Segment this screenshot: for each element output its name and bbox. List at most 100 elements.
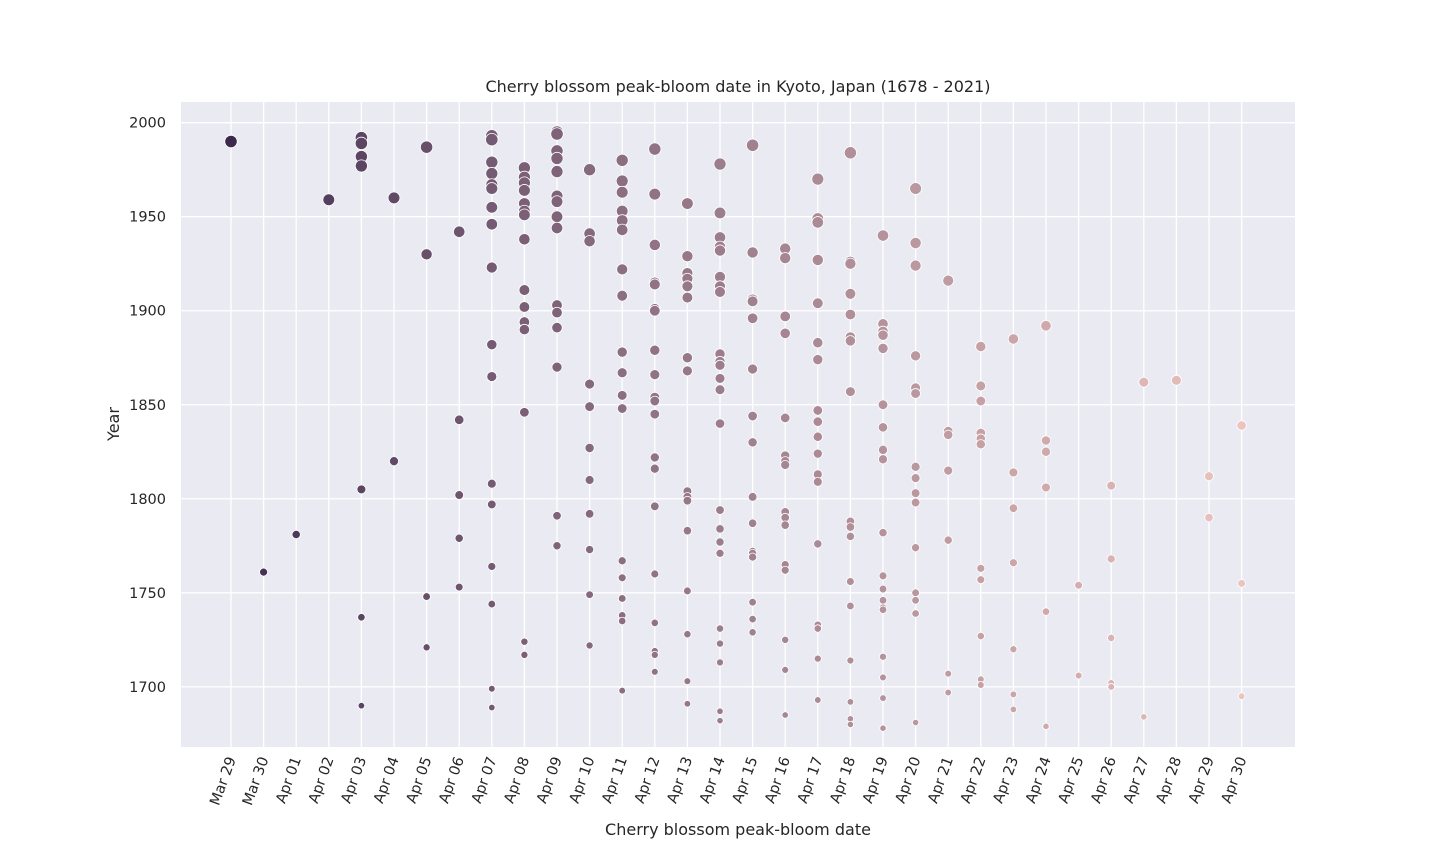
data-point (943, 535, 953, 545)
data-point (844, 308, 857, 321)
data-point (520, 650, 529, 659)
x-tick-label: Apr 05 (404, 755, 436, 806)
data-point (715, 505, 725, 515)
data-point (879, 724, 887, 732)
data-point (485, 218, 498, 231)
data-point (714, 359, 726, 371)
x-tick-label: Apr 27 (1121, 755, 1153, 806)
data-point (909, 259, 922, 272)
x-tick-label: Apr 12 (632, 755, 664, 806)
data-point (616, 223, 629, 237)
data-point (650, 650, 659, 659)
x-tick-label: Apr 09 (534, 755, 566, 806)
data-point (487, 599, 497, 609)
data-point (485, 155, 499, 169)
data-point (648, 142, 662, 156)
data-point (877, 422, 889, 433)
data-point (975, 439, 986, 450)
data-point (650, 501, 660, 512)
x-tick-label: Apr 17 (795, 755, 827, 806)
x-tick-label: Apr 14 (697, 755, 729, 806)
data-point (714, 286, 726, 298)
data-point (909, 182, 922, 195)
data-point (357, 613, 366, 622)
data-point (1237, 579, 1246, 588)
data-point (879, 652, 887, 661)
data-point (878, 596, 888, 605)
data-point (550, 195, 564, 208)
data-point (550, 210, 564, 223)
data-points (224, 125, 1247, 732)
data-point (812, 448, 823, 459)
data-point (454, 533, 464, 543)
data-point (779, 327, 791, 339)
data-point (811, 253, 824, 266)
data-point (585, 590, 594, 599)
data-point (485, 261, 498, 274)
data-point (354, 159, 368, 173)
data-point (746, 295, 759, 308)
y-tick-label: 1800 (129, 492, 166, 508)
data-point (713, 244, 727, 257)
data-point (649, 304, 661, 317)
data-point (583, 235, 596, 248)
data-point (585, 641, 594, 650)
data-point (1040, 446, 1052, 457)
x-tick-label: Apr 06 (436, 755, 468, 806)
data-point (584, 378, 595, 390)
data-point (681, 250, 694, 263)
data-point (910, 488, 921, 498)
data-point (519, 407, 530, 418)
data-point (487, 684, 496, 693)
data-point (583, 163, 597, 177)
x-tick-label: Apr 03 (339, 755, 371, 806)
data-point (615, 153, 629, 167)
data-point (1074, 580, 1083, 590)
data-point (551, 361, 563, 373)
data-point (845, 522, 856, 532)
data-point (681, 280, 694, 293)
data-point (648, 187, 662, 201)
data-point (911, 543, 921, 553)
y-tick-label: 1750 (129, 586, 166, 602)
data-point (746, 138, 760, 152)
data-point (911, 718, 920, 727)
data-point (1008, 558, 1018, 568)
x-tick-label: Apr 04 (371, 755, 403, 806)
data-point (518, 184, 531, 197)
data-point (844, 287, 857, 300)
data-point (616, 263, 629, 276)
data-point (748, 597, 757, 607)
data-point (454, 414, 465, 425)
data-point (650, 569, 660, 579)
data-point (911, 596, 920, 605)
data-point (1009, 690, 1018, 699)
data-point (812, 431, 823, 442)
data-point (876, 229, 890, 242)
data-point (389, 456, 399, 467)
data-point (781, 666, 790, 674)
data-point (681, 365, 693, 377)
data-point (650, 667, 659, 676)
data-point (649, 452, 660, 463)
data-point (747, 363, 759, 375)
data-point (844, 257, 857, 270)
data-point (877, 329, 889, 341)
data-point (681, 197, 694, 210)
x-tick-label: Apr 11 (599, 755, 631, 806)
data-point (846, 698, 855, 706)
data-point (1237, 692, 1246, 700)
data-point (618, 686, 626, 695)
x-tick-label: Apr 30 (1219, 755, 1251, 806)
x-tick-label: Apr 02 (306, 755, 338, 806)
data-point (617, 556, 627, 566)
data-point (1042, 722, 1050, 730)
data-point (485, 167, 499, 180)
data-point (713, 206, 727, 220)
data-point (617, 573, 627, 583)
x-tick-label: Apr 07 (469, 755, 501, 806)
data-point (487, 562, 497, 571)
data-point (716, 717, 724, 725)
data-point (1107, 683, 1116, 691)
data-point (1171, 374, 1182, 386)
